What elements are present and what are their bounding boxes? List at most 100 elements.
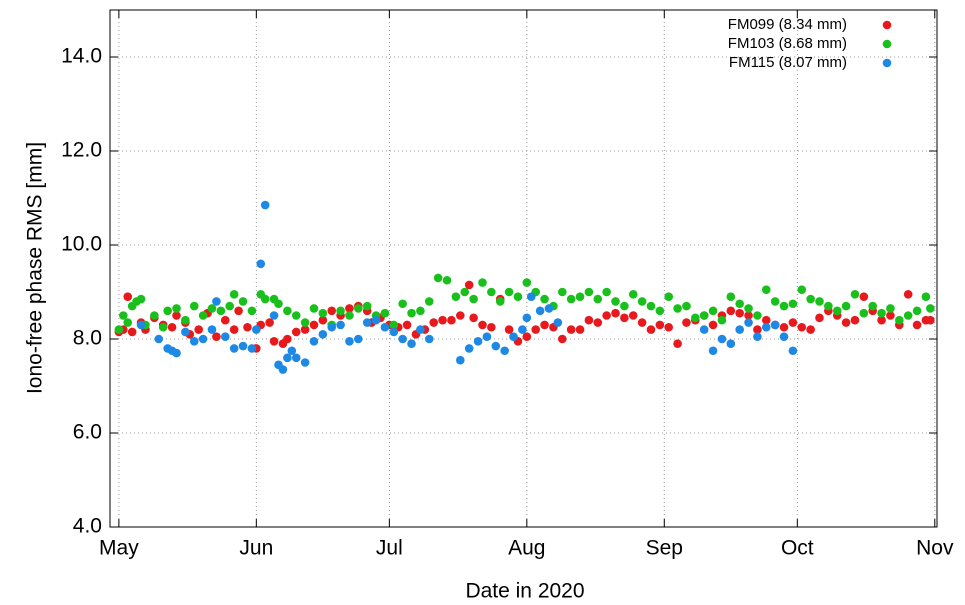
point — [522, 313, 532, 323]
point — [114, 325, 124, 334]
point — [429, 318, 439, 327]
point — [123, 318, 133, 327]
point — [487, 322, 496, 332]
point — [903, 311, 913, 320]
point — [637, 297, 647, 306]
point — [655, 306, 665, 316]
point — [150, 311, 159, 320]
point — [655, 320, 665, 330]
point — [735, 308, 744, 318]
point — [926, 304, 935, 313]
point — [194, 325, 203, 334]
point — [611, 308, 620, 318]
x-tick-label: Jul — [376, 537, 403, 560]
point — [212, 332, 221, 341]
point — [708, 320, 718, 330]
x-axis-label: Date in 2020 — [465, 580, 584, 603]
point — [673, 339, 682, 349]
point — [167, 322, 177, 332]
point — [850, 315, 860, 325]
point — [256, 259, 266, 269]
x-tick-label: Sep — [646, 537, 683, 560]
point — [336, 320, 345, 330]
point — [717, 315, 727, 325]
point — [735, 325, 744, 334]
point — [761, 285, 771, 294]
point — [407, 339, 416, 349]
point — [682, 318, 691, 327]
point — [726, 292, 736, 302]
y-tick-label: 4.0 — [73, 515, 102, 538]
point — [531, 325, 540, 334]
point — [504, 325, 514, 334]
point — [123, 292, 133, 302]
point — [300, 358, 310, 367]
legend-label: FM115 (8.07 mm) — [729, 54, 847, 71]
point — [127, 327, 137, 337]
point — [389, 320, 399, 330]
point — [788, 318, 798, 327]
point — [238, 297, 248, 306]
x-tick-label: Nov — [916, 537, 954, 560]
point — [371, 315, 381, 325]
point — [877, 308, 886, 318]
legend-marker — [882, 58, 892, 68]
point — [553, 318, 563, 327]
point — [509, 332, 518, 341]
point — [456, 311, 465, 320]
point — [824, 301, 833, 311]
point — [216, 306, 226, 316]
point — [699, 311, 709, 320]
point — [815, 297, 824, 306]
point — [788, 346, 798, 356]
point — [744, 318, 753, 327]
point — [797, 285, 807, 294]
point — [464, 344, 474, 353]
point — [912, 306, 922, 316]
point — [558, 334, 567, 344]
point — [163, 306, 172, 316]
point — [345, 311, 354, 320]
point — [119, 311, 128, 320]
point — [708, 306, 718, 316]
point — [602, 311, 611, 320]
point — [832, 306, 842, 316]
point — [522, 278, 532, 287]
plot-frame — [109, 9, 938, 528]
point — [797, 322, 807, 332]
point — [212, 297, 221, 306]
point — [247, 344, 257, 353]
point — [646, 325, 656, 334]
point — [309, 304, 319, 313]
point — [921, 292, 931, 302]
point — [744, 304, 753, 313]
point — [841, 318, 851, 327]
point — [300, 318, 310, 327]
point — [229, 325, 239, 334]
point — [220, 315, 230, 325]
point — [886, 311, 895, 320]
y-tick-label: 6.0 — [73, 421, 102, 444]
point — [500, 346, 509, 356]
point — [318, 330, 328, 339]
point — [220, 332, 230, 341]
y-tick-label: 14.0 — [61, 45, 102, 68]
point — [841, 301, 851, 311]
point — [495, 297, 505, 306]
point — [779, 322, 789, 332]
point — [513, 292, 523, 302]
point — [602, 287, 611, 297]
point — [362, 301, 372, 311]
point — [469, 313, 478, 323]
point — [620, 313, 629, 323]
point — [535, 306, 545, 316]
point — [247, 306, 257, 316]
point — [172, 348, 181, 358]
point — [158, 322, 168, 332]
point — [544, 304, 554, 313]
point — [398, 334, 407, 344]
point — [487, 287, 496, 297]
point — [252, 325, 261, 334]
y-tick-label: 12.0 — [61, 139, 102, 162]
point — [895, 315, 904, 325]
